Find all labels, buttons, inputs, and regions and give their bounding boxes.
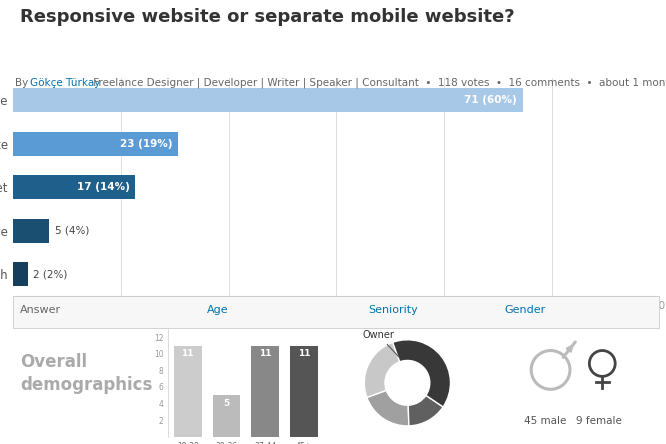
- Bar: [13, 175, 135, 199]
- Bar: [13, 296, 659, 328]
- Text: By: By: [15, 78, 32, 88]
- Text: Seniority: Seniority: [369, 305, 418, 315]
- Text: Age: Age: [207, 305, 228, 315]
- Text: 2 (2%): 2 (2%): [33, 269, 68, 279]
- Text: Answer: Answer: [20, 305, 61, 315]
- Text: Gender: Gender: [504, 305, 545, 315]
- Bar: [13, 132, 178, 156]
- Text: 17 (14%): 17 (14%): [77, 182, 130, 192]
- Bar: [13, 88, 523, 112]
- Text: 23 (19%): 23 (19%): [120, 139, 172, 149]
- Text: Responsive website or separate mobile website?: Responsive website or separate mobile we…: [20, 8, 514, 26]
- Bar: [13, 262, 28, 286]
- Text: Freelance Designer | Developer | Writer | Speaker | Consultant  •  118 votes  • : Freelance Designer | Developer | Writer …: [90, 78, 666, 88]
- Text: 71 (60%): 71 (60%): [464, 95, 517, 105]
- Text: Overall
demographics: Overall demographics: [20, 353, 152, 394]
- Text: Gökçe Türkay: Gökçe Türkay: [30, 78, 101, 88]
- Bar: [13, 296, 659, 297]
- Text: 5 (4%): 5 (4%): [55, 226, 89, 236]
- Bar: [13, 219, 49, 242]
